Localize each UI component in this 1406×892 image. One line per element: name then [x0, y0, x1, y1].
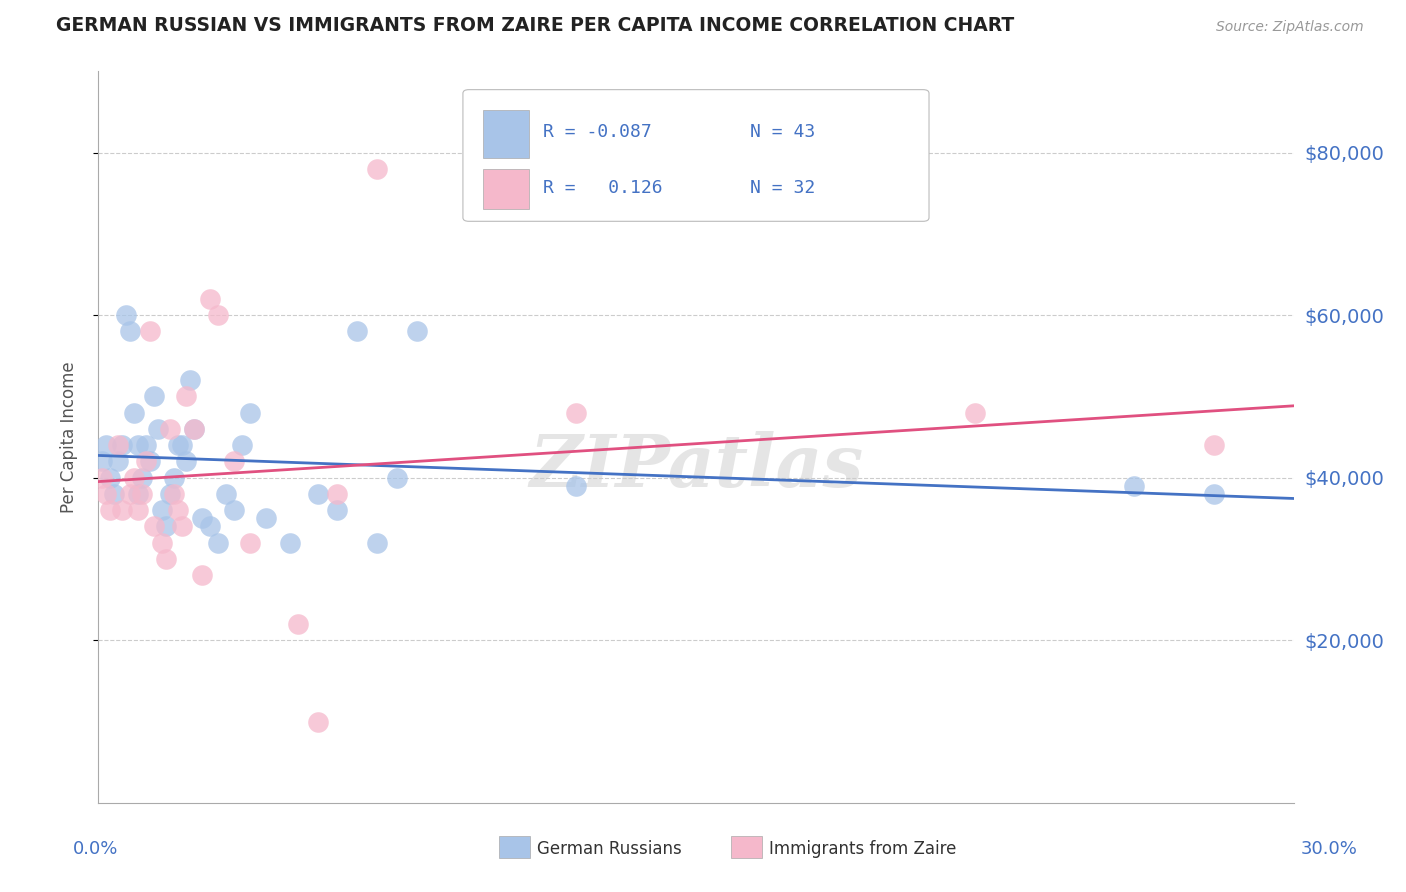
Point [231, 438, 253, 452]
Point [135, 454, 157, 468]
Point [346, 325, 368, 339]
Text: ZIPatlas: ZIPatlas [529, 431, 863, 502]
Point [183, 422, 205, 436]
Bar [484, 169, 529, 209]
Point [254, 511, 277, 525]
Point [159, 487, 181, 501]
Point [198, 519, 221, 533]
Point [307, 714, 329, 729]
Point [139, 454, 162, 468]
FancyBboxPatch shape [463, 89, 929, 221]
Point [143, 519, 166, 533]
Point [124, 471, 146, 485]
Point [111, 438, 134, 452]
Point [222, 454, 245, 468]
Bar [484, 110, 529, 158]
Point [172, 438, 194, 452]
Point [103, 487, 125, 501]
Point [963, 406, 986, 420]
Point [326, 487, 349, 501]
Text: N = 43: N = 43 [749, 123, 815, 141]
Point [98, 503, 122, 517]
Point [150, 535, 173, 549]
Point [120, 325, 142, 339]
Point [172, 519, 194, 533]
Point [207, 308, 229, 322]
Point [155, 519, 177, 533]
Point [131, 487, 153, 501]
Text: 30.0%: 30.0% [1301, 840, 1357, 858]
Point [278, 535, 301, 549]
Point [107, 438, 129, 452]
Y-axis label: Per Capita Income: Per Capita Income [59, 361, 77, 513]
Point [111, 503, 134, 517]
Point [207, 535, 229, 549]
Point [135, 438, 157, 452]
Text: Immigrants from Zaire: Immigrants from Zaire [769, 840, 956, 858]
Point [167, 438, 190, 452]
Point [91, 454, 114, 468]
Point [179, 373, 201, 387]
Point [96, 438, 118, 452]
Point [307, 487, 329, 501]
Point [239, 406, 262, 420]
Point [163, 487, 186, 501]
Point [1202, 487, 1225, 501]
Point [191, 511, 214, 525]
Point [148, 422, 170, 436]
Point [326, 503, 349, 517]
Point [239, 535, 262, 549]
Text: R =   0.126: R = 0.126 [543, 179, 662, 197]
Point [287, 617, 309, 632]
Point [127, 487, 149, 501]
Point [150, 503, 173, 517]
Point [366, 535, 388, 549]
Point [120, 487, 142, 501]
Point [167, 503, 190, 517]
Point [191, 568, 214, 582]
Point [124, 406, 146, 420]
Point [366, 161, 388, 176]
Point [565, 479, 588, 493]
Text: German Russians: German Russians [537, 840, 682, 858]
Point [115, 308, 138, 322]
Point [107, 454, 129, 468]
Point [183, 422, 205, 436]
Text: GERMAN RUSSIAN VS IMMIGRANTS FROM ZAIRE PER CAPITA INCOME CORRELATION CHART: GERMAN RUSSIAN VS IMMIGRANTS FROM ZAIRE … [56, 16, 1015, 35]
Point [163, 471, 186, 485]
Text: 0.0%: 0.0% [73, 840, 118, 858]
Point [174, 389, 197, 403]
Point [1123, 479, 1146, 493]
Point [143, 389, 166, 403]
Text: R = -0.087: R = -0.087 [543, 123, 652, 141]
Point [91, 471, 114, 485]
Point [406, 325, 429, 339]
Text: Source: ZipAtlas.com: Source: ZipAtlas.com [1216, 21, 1364, 34]
Point [1202, 438, 1225, 452]
Point [215, 487, 238, 501]
Text: N = 32: N = 32 [749, 179, 815, 197]
Point [174, 454, 197, 468]
Point [222, 503, 245, 517]
Point [98, 471, 122, 485]
Point [131, 471, 153, 485]
Point [139, 325, 162, 339]
Point [127, 503, 149, 517]
Point [385, 471, 409, 485]
Point [127, 438, 149, 452]
Point [565, 406, 588, 420]
Point [159, 422, 181, 436]
Point [198, 292, 221, 306]
Point [155, 552, 177, 566]
Point [96, 487, 118, 501]
